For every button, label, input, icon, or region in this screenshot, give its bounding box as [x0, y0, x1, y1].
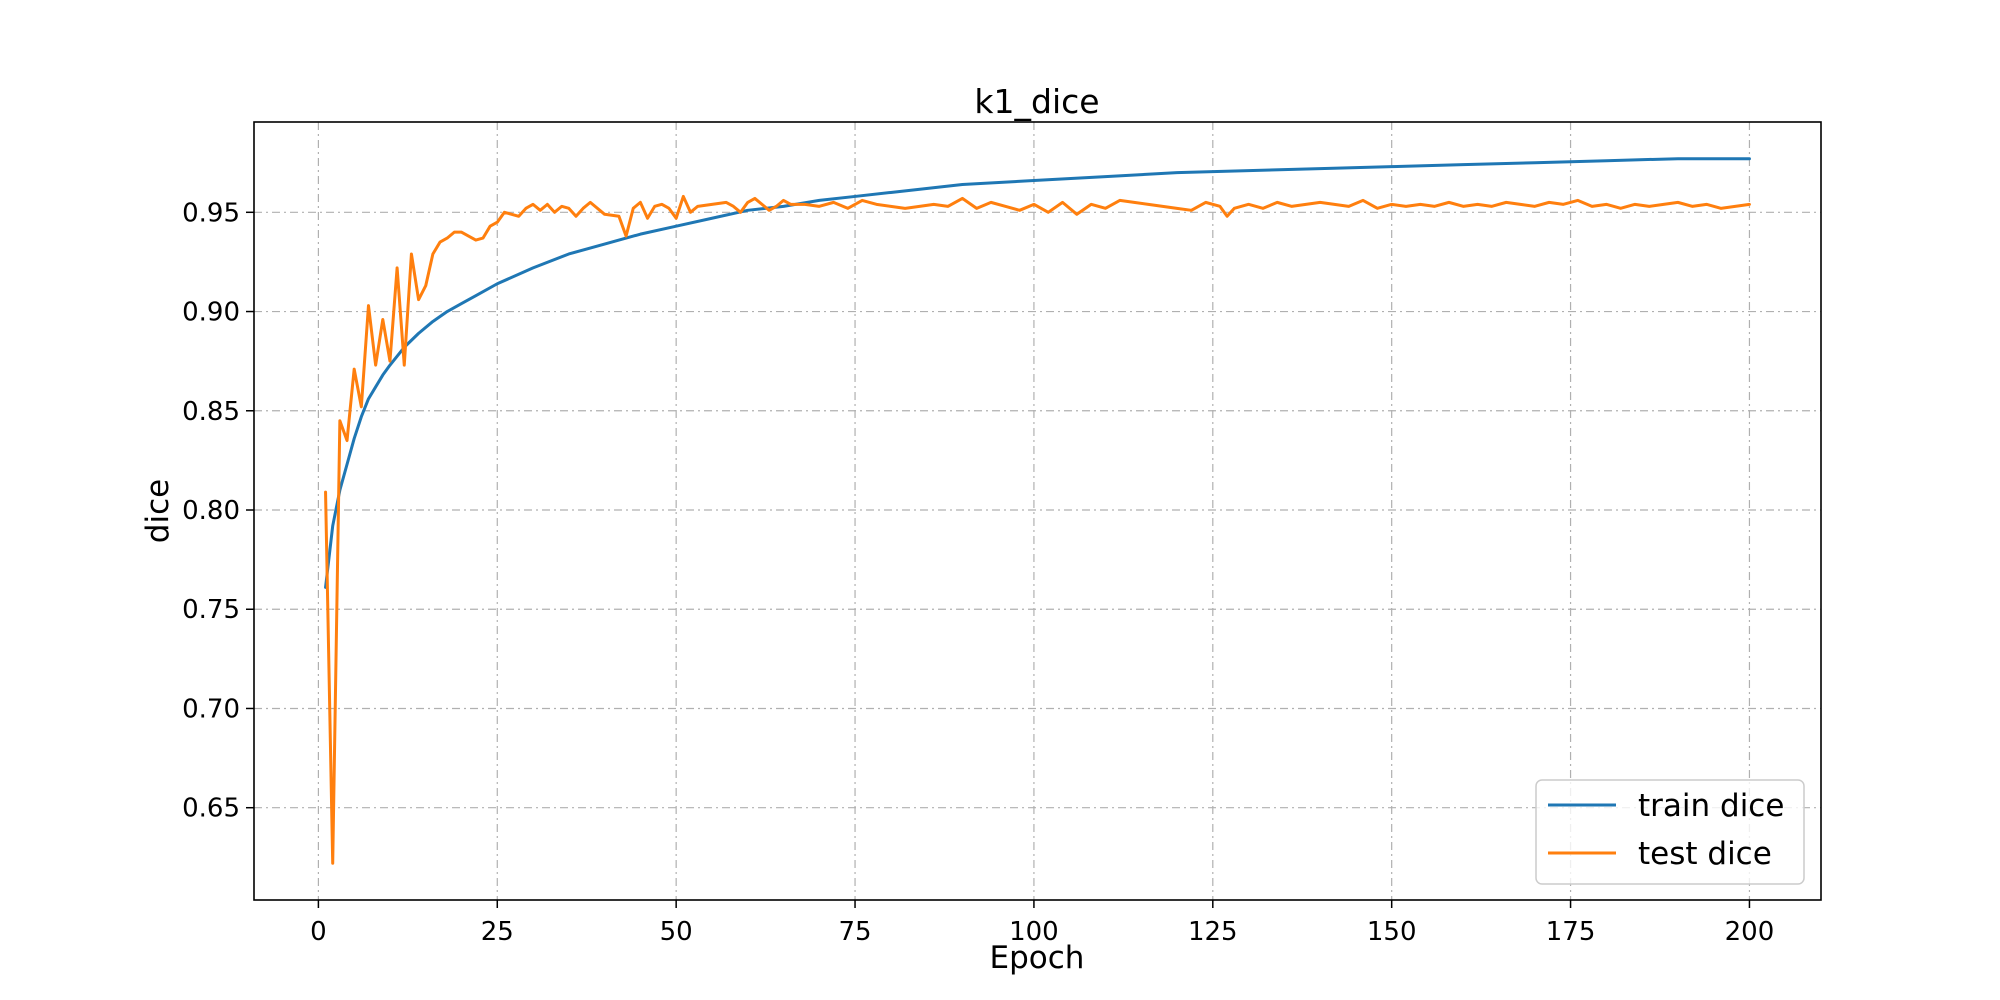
y-tick-label: 0.80	[182, 496, 240, 526]
x-tick-label: 100	[1009, 917, 1059, 947]
y-tick-label: 0.70	[182, 694, 240, 724]
x-axis-title: Epoch	[990, 940, 1085, 976]
y-tick-label: 0.85	[182, 397, 240, 427]
y-tick-label: 0.75	[182, 595, 240, 625]
series-line-test-dice	[324, 194, 1751, 865]
legend: train dice test dice	[1535, 779, 1805, 885]
x-tick-label: 50	[660, 917, 693, 947]
x-axis: 0 25 50 75 100 125 150 175 200	[310, 900, 1774, 947]
y-tick-label: 0.90	[182, 298, 240, 328]
legend-label-test-dice: test dice	[1638, 836, 1772, 872]
series-layer	[324, 157, 1751, 865]
x-tick-label: 75	[838, 917, 871, 947]
y-axis: 0.65 0.70 0.75 0.80 0.85 0.90 0.95	[182, 198, 254, 824]
x-tick-label: 125	[1188, 917, 1238, 947]
x-tick-label: 25	[481, 917, 514, 947]
legend-label-train-dice: train dice	[1638, 788, 1784, 824]
chart-title: k1_dice	[974, 82, 1099, 121]
y-tick-label: 0.95	[182, 198, 240, 228]
x-tick-label: 200	[1725, 917, 1775, 947]
x-tick-label: 0	[310, 917, 327, 947]
x-tick-label: 150	[1367, 917, 1417, 947]
x-tick-label: 175	[1546, 917, 1596, 947]
grid-lines	[254, 122, 1821, 900]
plot-frame	[253, 121, 1822, 901]
y-axis-title: dice	[140, 479, 176, 543]
y-tick-label: 0.65	[182, 794, 240, 824]
series-line-train-dice	[324, 157, 1751, 589]
